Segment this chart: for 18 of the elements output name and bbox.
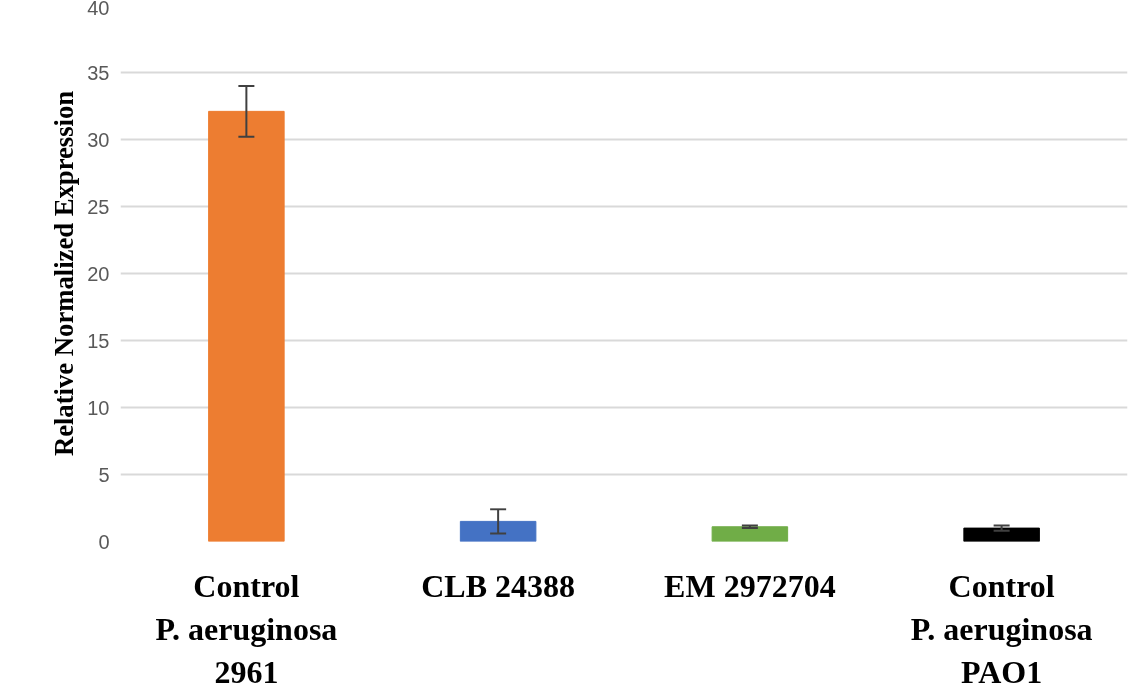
y-tick-label: 5 [98, 463, 110, 486]
y-tick-label: 35 [87, 61, 110, 84]
y-tick-label: 30 [87, 128, 110, 151]
bar [208, 110, 285, 542]
y-tick-label: 25 [87, 195, 110, 218]
y-tick-label: 10 [87, 396, 110, 419]
y-tick-label: 0 [98, 530, 110, 553]
y-tick-label: 40 [87, 0, 110, 19]
x-tick-label: Control P. aeruginosa PAO1 [910, 567, 1093, 690]
x-tick-label: CLB 24388 [421, 567, 576, 604]
bar [963, 527, 1040, 542]
bar [459, 520, 537, 542]
y-tick-label: 15 [87, 329, 110, 352]
bar [711, 526, 789, 542]
x-tick-label: EM 2972704 [664, 567, 836, 604]
y-tick-label: 20 [87, 262, 110, 285]
x-tick-label: Control P. aeruginosa 2961 [155, 567, 338, 690]
y-axis-title: Relative Normalized Expression [49, 90, 80, 457]
